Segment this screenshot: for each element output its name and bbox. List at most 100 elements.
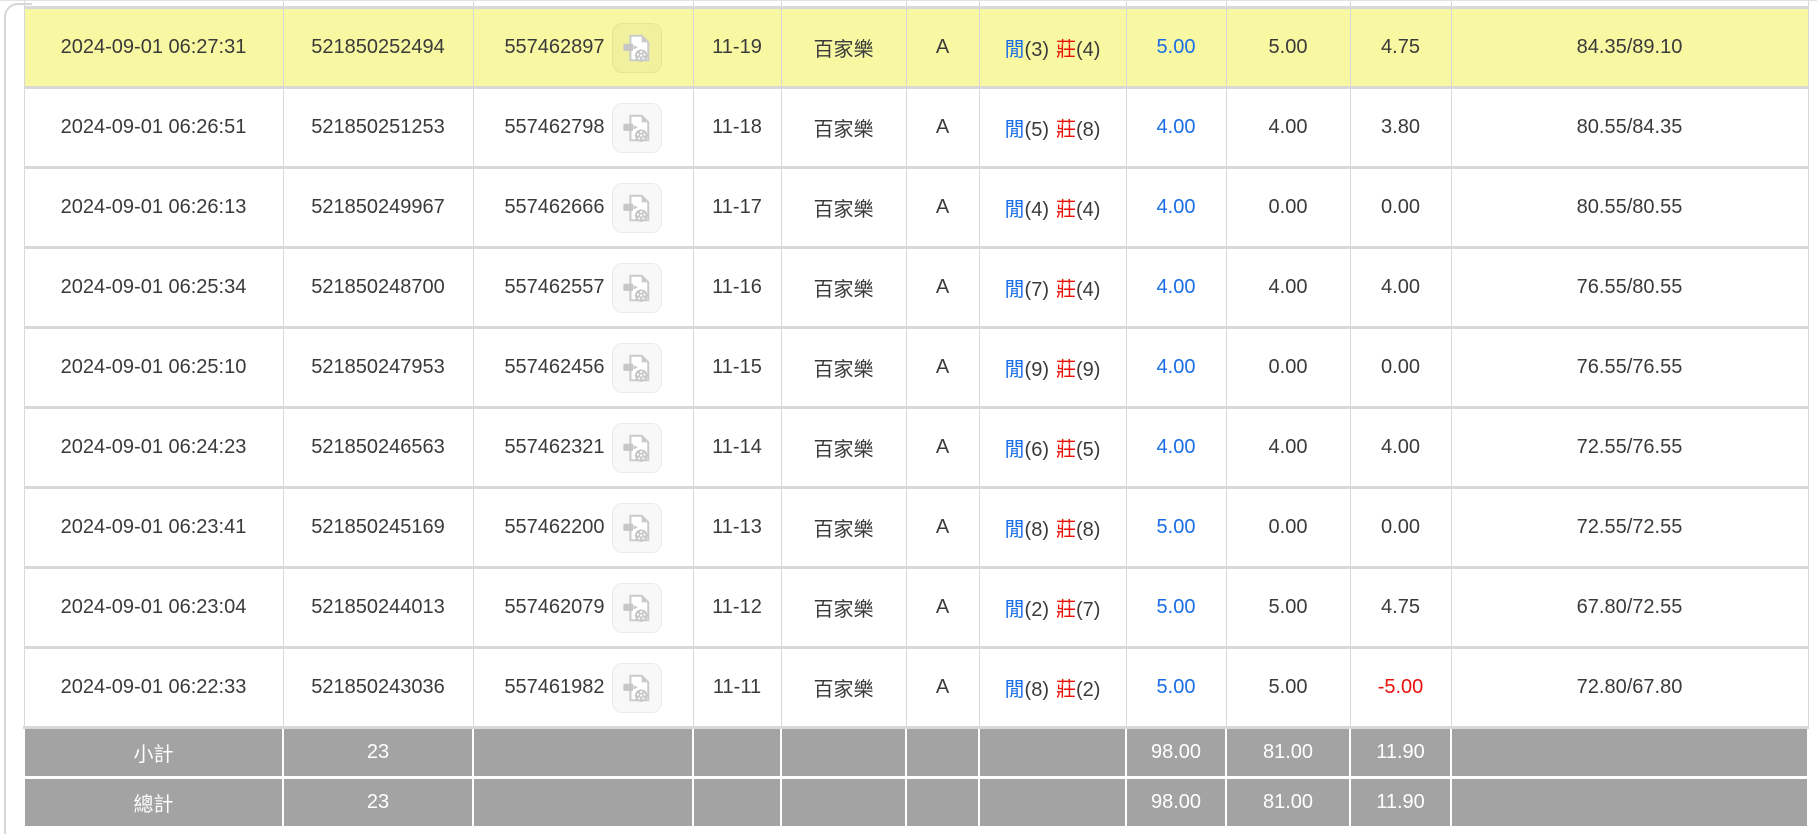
valid-bet-amount: 4.00 [1225, 406, 1351, 489]
bet-id: 521850252494 [282, 6, 474, 89]
player-label: 閒 [1004, 439, 1025, 461]
bet-time: 2024-09-01 06:24:23 [23, 406, 284, 489]
bet-time: 2024-09-01 06:23:41 [23, 486, 284, 569]
video-file-icon [622, 34, 649, 62]
table-code: A [905, 86, 980, 169]
bet-amount[interactable]: 4.00 [1125, 326, 1227, 409]
bet-id: 521850248700 [282, 246, 474, 329]
player-score: (8) [1024, 679, 1049, 701]
video-replay-button[interactable] [611, 582, 662, 633]
valid-bet-amount: 4.00 [1225, 86, 1351, 169]
bet-amount[interactable]: 4.00 [1125, 406, 1227, 489]
table-row: 2024-09-01 06:23:41 521850245169 5574622… [23, 486, 1809, 569]
game-round-cell: 557462798 [472, 86, 694, 169]
win-loss: 4.00 [1349, 246, 1452, 329]
game-result: 閒(3) 莊(4) [978, 6, 1127, 89]
table-code: A [905, 406, 980, 489]
player-label: 閒 [1004, 519, 1025, 541]
bet-amount[interactable]: 5.00 [1125, 646, 1227, 729]
bet-id: 521850249967 [282, 166, 474, 249]
win-loss: 4.00 [1349, 406, 1452, 489]
banker-label: 莊 [1056, 359, 1076, 381]
table-round: 11-12 [692, 566, 782, 649]
video-file-icon [622, 434, 649, 462]
player-label: 閒 [1004, 39, 1025, 61]
bet-amount[interactable]: 4.00 [1125, 166, 1227, 249]
subtotal-winloss: 11.90 [1349, 726, 1452, 779]
player-label: 閒 [1004, 679, 1025, 701]
table-round: 11-17 [692, 166, 782, 249]
video-file-icon [622, 274, 649, 302]
video-replay-button[interactable] [611, 262, 662, 313]
bet-id: 521850245169 [282, 486, 474, 569]
banker-label: 莊 [1056, 199, 1076, 221]
bet-id: 521850243036 [282, 646, 474, 729]
game-result: 閒(4) 莊(4) [978, 166, 1127, 249]
video-replay-button[interactable] [611, 502, 662, 553]
player-score: (8) [1024, 519, 1049, 541]
banker-label: 莊 [1056, 39, 1076, 61]
game-round-id: 557461982 [504, 676, 605, 698]
game-round-cell: 557462079 [472, 566, 694, 649]
valid-bet-amount: 0.00 [1225, 166, 1351, 249]
game-round-cell: 557462321 [472, 406, 694, 489]
balance-before-after: 72.55/76.55 [1450, 406, 1809, 489]
valid-bet-amount: 0.00 [1225, 326, 1351, 409]
bet-amount[interactable]: 5.00 [1125, 6, 1227, 89]
bet-time: 2024-09-01 06:25:34 [23, 246, 284, 329]
valid-bet-amount: 5.00 [1225, 646, 1351, 729]
balance-before-after: 67.80/72.55 [1450, 566, 1809, 649]
banker-score: (7) [1076, 599, 1101, 621]
win-loss: 4.75 [1349, 6, 1452, 89]
video-replay-button[interactable] [611, 422, 662, 473]
game-round-id: 557462666 [504, 196, 605, 218]
video-replay-button[interactable] [611, 102, 662, 153]
bet-amount[interactable]: 4.00 [1125, 86, 1227, 169]
player-score: (4) [1024, 199, 1049, 221]
video-replay-button[interactable] [611, 342, 662, 393]
player-score: (7) [1024, 279, 1049, 301]
subtotal-row: 小計 23 98.00 81.00 11.90 [23, 726, 1809, 779]
bet-amount[interactable]: 5.00 [1125, 486, 1227, 569]
bet-amount[interactable]: 5.00 [1125, 566, 1227, 649]
video-file-icon [622, 514, 649, 542]
win-loss: -5.00 [1349, 646, 1452, 729]
table-row: 2024-09-01 06:26:13 521850249967 5574626… [23, 166, 1809, 249]
video-file-icon [622, 114, 649, 142]
video-replay-button[interactable] [611, 662, 662, 713]
bet-amount[interactable]: 4.00 [1125, 246, 1227, 329]
subtotal-label: 小計 [23, 726, 284, 779]
video-replay-button[interactable] [611, 22, 662, 73]
win-loss: 0.00 [1349, 166, 1452, 249]
win-loss: 0.00 [1349, 486, 1452, 569]
game-type: 百家樂 [780, 86, 907, 169]
table-code: A [905, 646, 980, 729]
game-round-cell: 557462456 [472, 326, 694, 409]
video-replay-button[interactable] [611, 182, 662, 233]
total-label: 總計 [23, 776, 284, 829]
banker-score: (9) [1076, 359, 1101, 381]
player-label: 閒 [1004, 279, 1025, 301]
table-code: A [905, 566, 980, 649]
table-round: 11-19 [692, 6, 782, 89]
table-code: A [905, 486, 980, 569]
balance-before-after: 72.80/67.80 [1450, 646, 1809, 729]
panel-rounded-corner [4, 3, 32, 43]
valid-bet-amount: 5.00 [1225, 6, 1351, 89]
banker-score: (8) [1076, 119, 1101, 141]
table-round: 11-18 [692, 86, 782, 169]
game-type: 百家樂 [780, 326, 907, 409]
total-valid: 81.00 [1225, 776, 1351, 829]
valid-bet-amount: 5.00 [1225, 566, 1351, 649]
game-result: 閒(7) 莊(4) [978, 246, 1127, 329]
banker-label: 莊 [1056, 679, 1076, 701]
bet-id: 521850251253 [282, 86, 474, 169]
subtotal-valid: 81.00 [1225, 726, 1351, 779]
table-code: A [905, 166, 980, 249]
game-result: 閒(9) 莊(9) [978, 326, 1127, 409]
bet-time: 2024-09-01 06:23:04 [23, 566, 284, 649]
total-bet: 98.00 [1125, 776, 1227, 829]
win-loss: 0.00 [1349, 326, 1452, 409]
banker-score: (4) [1076, 199, 1101, 221]
